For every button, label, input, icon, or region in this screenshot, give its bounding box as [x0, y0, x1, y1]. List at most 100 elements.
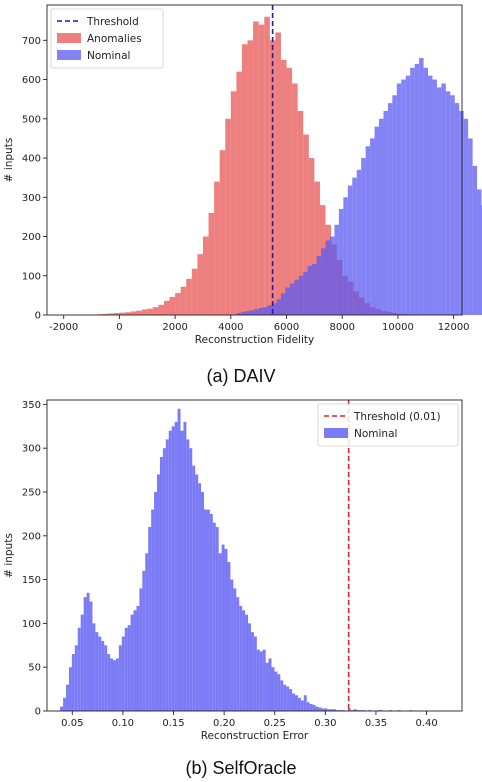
histogram-bar: [396, 83, 402, 315]
histogram-bar: [186, 278, 192, 315]
histogram-bar: [214, 181, 220, 315]
histogram-bar: [86, 592, 90, 711]
x-tick-label: 0.30: [314, 718, 336, 729]
series-nominal: [60, 408, 413, 711]
histogram-bar: [300, 700, 304, 711]
y-tick-label: 200: [22, 531, 41, 542]
histogram-bar: [195, 474, 199, 711]
y-axis-label: # inputs: [3, 533, 15, 578]
x-tick-label: 6000: [274, 322, 299, 333]
histogram-bar: [264, 16, 270, 315]
histogram-bar: [286, 67, 293, 315]
histogram-bar: [428, 75, 433, 316]
histogram-bar: [308, 158, 315, 315]
histogram-bar: [445, 91, 451, 315]
histogram-bar: [343, 197, 348, 315]
histogram-bar: [102, 313, 109, 315]
y-tick-label: 100: [22, 271, 41, 282]
x-tick-label: -2000: [49, 322, 78, 333]
histogram-bar: [353, 709, 357, 711]
histogram-bar: [206, 509, 210, 711]
histogram-bar: [280, 293, 286, 315]
histogram-bar: [183, 421, 187, 711]
x-tick-label: 0.35: [365, 718, 387, 729]
histogram-bar: [303, 271, 308, 315]
histogram-bar: [274, 671, 278, 711]
histogram-bar: [321, 708, 325, 711]
histogram-bar: [212, 522, 216, 711]
x-tick-label: 0.15: [162, 718, 184, 729]
histogram-bar: [275, 32, 281, 315]
histogram-bar: [334, 224, 339, 315]
histogram-bar: [325, 240, 330, 315]
x-tick-label: 10000: [382, 322, 414, 333]
histogram-bar: [133, 610, 137, 711]
histogram-bar: [171, 426, 175, 711]
histogram-bar: [330, 709, 334, 711]
histogram-bar: [423, 67, 429, 315]
histogram-bar: [219, 150, 226, 315]
y-tick-label: 500: [22, 114, 41, 125]
histogram-bar: [307, 265, 313, 315]
x-axis-label: Reconstruction Error: [201, 730, 309, 742]
histogram-bar: [215, 527, 219, 711]
y-tick-label: 600: [22, 75, 41, 86]
legend-patch-swatch: [57, 50, 81, 60]
histogram-bar: [314, 181, 320, 315]
histogram-bar: [101, 640, 105, 711]
histogram-bar: [158, 304, 164, 315]
histogram-bar: [315, 706, 319, 711]
histogram-bar: [276, 299, 281, 315]
histogram-bar: [74, 645, 78, 711]
histogram-bar: [242, 610, 246, 711]
y-tick-label: 700: [22, 36, 41, 47]
histogram-bar: [267, 305, 273, 315]
histogram-bar: [387, 103, 393, 316]
histogram-bar: [272, 303, 277, 315]
histogram-bar: [71, 654, 75, 711]
histogram-bar: [432, 79, 437, 315]
histogram-bar: [60, 706, 64, 711]
legend-label: Threshold (0.01): [353, 411, 441, 423]
histogram-bar: [370, 138, 375, 315]
histogram-bar: [245, 311, 250, 315]
histogram-bar: [414, 63, 420, 315]
x-axis-label: Reconstruction Fidelity: [195, 334, 314, 346]
x-tick-label: 0.25: [264, 718, 286, 729]
x-tick-label: 8000: [330, 322, 355, 333]
histogram-bar: [202, 236, 209, 315]
histogram-bar: [280, 680, 284, 711]
histogram-bar: [154, 491, 158, 711]
histogram-bar: [262, 649, 266, 711]
plot-frame: [46, 399, 463, 712]
histogram-bar: [312, 704, 316, 711]
histogram-bar: [356, 169, 362, 315]
histogram-bar: [112, 660, 116, 711]
histogram-bar: [189, 448, 193, 711]
histogram-bar: [230, 91, 237, 315]
histogram-bar: [280, 59, 287, 316]
histogram-bar: [119, 312, 125, 315]
histogram-bar: [168, 430, 172, 711]
histogram-bar: [250, 632, 254, 711]
histogram-bar: [141, 309, 148, 315]
y-tick-label: 150: [22, 575, 41, 586]
x-tick-label: 0: [116, 322, 122, 333]
histogram-bar: [405, 75, 411, 316]
histogram-bar: [263, 307, 268, 315]
histogram-bar: [419, 57, 424, 316]
plot-frame: [46, 4, 463, 316]
caption-selforacle: (b) SelfOracle: [185, 758, 296, 778]
x-tick-label: 0.40: [415, 718, 437, 729]
histogram-bar: [329, 236, 335, 315]
histogram-bar: [80, 614, 84, 711]
histogram-bar: [159, 456, 163, 711]
histogram-bar: [110, 658, 113, 711]
histogram-bar: [208, 212, 215, 315]
histogram-bar: [147, 308, 153, 315]
histogram-bar: [136, 310, 142, 315]
histogram-bar: [233, 588, 237, 711]
legend-patch-swatch: [57, 33, 81, 43]
histogram-bar: [338, 209, 344, 315]
